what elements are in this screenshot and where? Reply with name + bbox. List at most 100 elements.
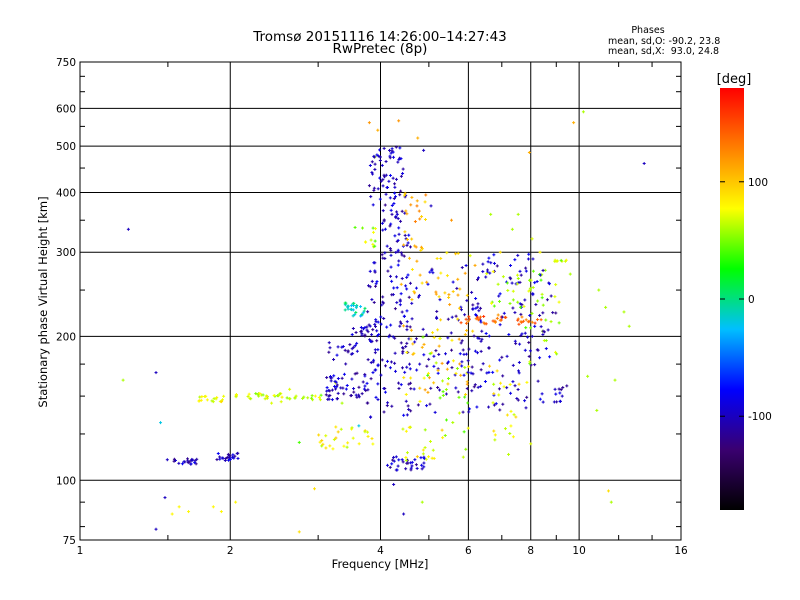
data-point-v — [419, 386, 421, 390]
data-point-v — [524, 348, 526, 352]
data-point-v — [493, 393, 495, 397]
data-point-v — [372, 371, 374, 375]
data-point — [393, 307, 397, 311]
data-point — [535, 348, 539, 352]
data-point-v — [424, 428, 426, 432]
data-point — [420, 500, 424, 504]
data-point-v — [423, 148, 425, 152]
data-point-v — [465, 352, 467, 356]
data-point — [204, 394, 208, 398]
data-point — [466, 426, 470, 430]
data-point-v — [164, 496, 166, 500]
data-point-v — [412, 342, 414, 346]
data-point — [388, 333, 392, 337]
data-point-v — [400, 251, 402, 255]
data-point-v — [404, 370, 406, 374]
data-point-v — [411, 267, 413, 271]
data-point — [510, 227, 514, 231]
data-point-v — [521, 315, 523, 319]
data-point-v — [472, 303, 474, 307]
data-point-v — [187, 459, 189, 463]
data-point-v — [548, 282, 550, 286]
data-point — [345, 383, 349, 387]
data-point-v — [479, 315, 481, 319]
data-point — [495, 369, 499, 373]
data-point — [523, 298, 527, 302]
data-point-v — [406, 324, 408, 328]
data-point — [493, 438, 497, 442]
y-tick-label: 500 — [56, 141, 76, 153]
data-point-v — [406, 238, 408, 242]
data-point-v — [493, 261, 495, 265]
data-point-v — [403, 512, 405, 516]
data-point — [382, 173, 386, 177]
data-point-v — [536, 318, 538, 322]
data-point — [427, 455, 431, 459]
data-point-v — [415, 286, 417, 290]
data-point-v — [406, 365, 408, 369]
data-point — [371, 226, 375, 230]
data-point — [363, 306, 367, 310]
data-point-v — [419, 399, 421, 403]
data-point — [467, 317, 471, 321]
data-point-v — [480, 339, 482, 343]
data-point-v — [442, 390, 444, 394]
data-point-v — [201, 395, 203, 399]
data-point-v — [213, 397, 215, 401]
data-point-v — [565, 258, 567, 262]
data-point-v — [395, 250, 397, 254]
data-point-v — [457, 390, 459, 394]
data-point — [381, 256, 385, 260]
data-point — [446, 361, 450, 365]
data-point-v — [382, 209, 384, 213]
data-point-v — [384, 387, 386, 391]
data-point — [509, 264, 513, 268]
data-point-v — [377, 320, 379, 324]
data-point-v — [368, 121, 370, 125]
data-point — [363, 374, 367, 378]
data-point — [391, 335, 395, 339]
data-point-v — [321, 439, 323, 443]
data-point-v — [451, 338, 453, 342]
data-point — [539, 278, 543, 282]
data-point-v — [410, 387, 412, 391]
data-point — [423, 446, 427, 450]
data-point — [420, 247, 424, 251]
data-point — [336, 377, 340, 381]
data-point-v — [436, 315, 438, 319]
data-point-v — [447, 377, 449, 381]
data-point — [553, 295, 557, 299]
data-point — [288, 387, 292, 391]
data-point-v — [328, 394, 330, 398]
data-point — [604, 305, 608, 309]
data-point — [530, 320, 534, 324]
data-point-v — [391, 462, 393, 466]
data-point-v — [330, 379, 332, 383]
data-point — [351, 308, 355, 312]
data-point — [187, 460, 191, 464]
data-point-v — [502, 275, 504, 279]
data-point — [517, 382, 521, 386]
data-point — [433, 410, 437, 414]
data-point-v — [555, 311, 557, 315]
data-point-v — [205, 394, 207, 398]
data-point — [121, 378, 125, 382]
data-point-v — [383, 316, 385, 320]
data-point — [410, 298, 414, 302]
data-point-v — [527, 335, 529, 339]
data-point — [327, 350, 331, 354]
data-point — [524, 326, 528, 330]
data-point-v — [556, 352, 558, 356]
data-point-v — [377, 348, 379, 352]
data-point — [422, 148, 426, 152]
data-point — [378, 148, 382, 152]
data-point — [456, 318, 460, 322]
stats-line-o: mean, sd,O: -90.2, 23.8 — [608, 36, 720, 47]
data-point — [397, 259, 401, 263]
data-point — [371, 360, 375, 364]
data-point-v — [542, 268, 544, 272]
data-point-v — [525, 318, 527, 322]
data-point-v — [488, 256, 490, 260]
data-point-v — [493, 392, 495, 396]
data-point — [516, 300, 520, 304]
